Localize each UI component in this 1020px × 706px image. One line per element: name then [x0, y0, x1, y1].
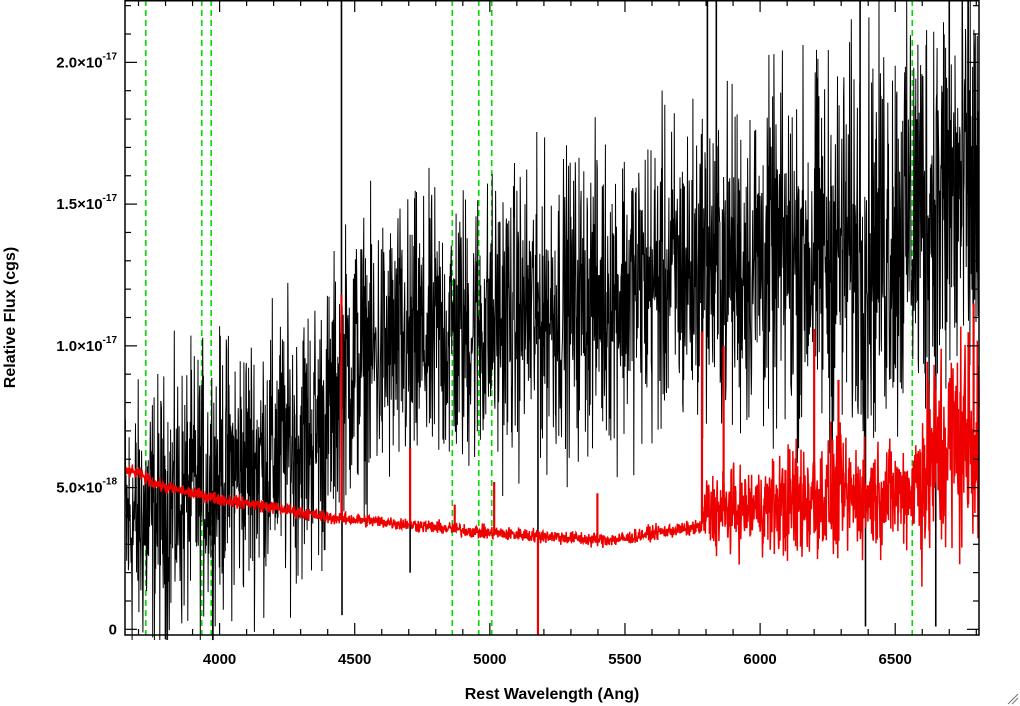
x-tick-label: 6000: [743, 651, 776, 668]
x-tick-label: 6500: [879, 651, 912, 668]
plot-frame: [124, 0, 980, 636]
vertical-line-markers: [145, 0, 914, 635]
y-axis-title: Relative Flux (cgs): [2, 247, 19, 388]
y-axis-ticks: 0 5.0×10-18 1.0×10-17 1.5×10-17 2.0×10-17: [56, 5, 979, 638]
y-tick-label: 1.5×10-17: [56, 193, 117, 213]
spectrum-series-line: [124, 0, 980, 641]
x-axis-ticks: 4000 4500 5000 5500 6000 6500: [137, 0, 977, 668]
x-tick-label: 4500: [338, 651, 371, 668]
error-series-line: [124, 326, 980, 587]
resize-grip[interactable]: [1007, 693, 1019, 705]
series-layer: [124, 0, 980, 641]
y-tick-label: 5.0×10-18: [56, 477, 117, 497]
x-tick-label: 5500: [608, 651, 641, 668]
y-tick-label: 0: [109, 621, 117, 638]
x-tick-label: 5000: [473, 651, 506, 668]
y-tick-label: 2.0×10-17: [56, 51, 117, 71]
x-axis-title: Rest Wavelength (Ang): [465, 686, 640, 703]
y-tick-label: 1.0×10-17: [56, 335, 117, 355]
x-tick-label: 4000: [203, 651, 236, 668]
